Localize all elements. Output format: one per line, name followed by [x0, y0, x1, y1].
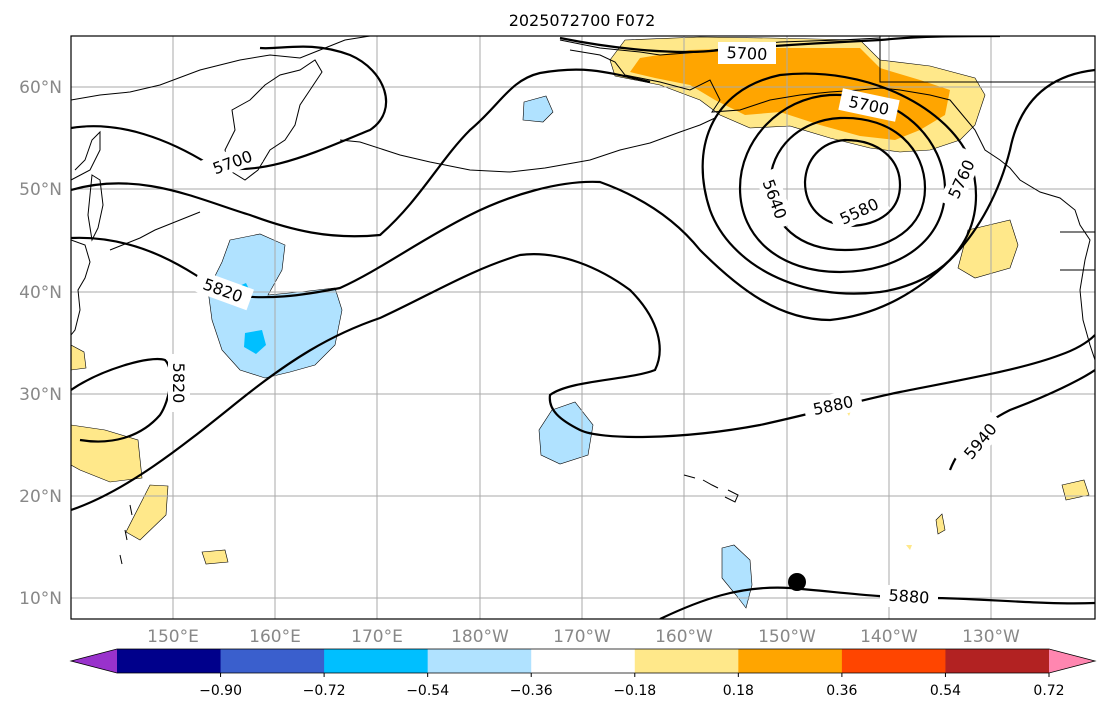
lat-label-10n: 10°N [19, 589, 62, 609]
colorbar-tick-label-5: 0.18 [723, 683, 754, 699]
longitude-labels: 150°E 160°E 170°E 180°W 170°W 160°W 150°… [147, 627, 1020, 647]
lat-label-20n: 20°N [19, 487, 62, 507]
negative-anomaly-core-2 [244, 330, 266, 354]
lon-label-150e: 150°E [147, 627, 199, 647]
coastlines [71, 36, 1095, 565]
coast-marianas [119, 504, 133, 565]
positive-anomaly-small-2 [1061, 479, 1090, 501]
colorbar-tick-label-7: 0.54 [930, 683, 961, 699]
lat-label-40n: 40°N [19, 283, 62, 303]
colorbar-tick-label-3: −0.36 [510, 683, 553, 699]
lat-label-30n: 30°N [19, 385, 62, 405]
shading-layer [71, 36, 1090, 609]
positive-anomaly-alaska-core [630, 48, 950, 140]
colorbar-swatch-2 [220, 649, 325, 673]
contour-label-5880-s: 5880 [888, 586, 930, 608]
colorbar-swatch-8 [841, 649, 946, 673]
lon-label-160w: 160°W [655, 627, 713, 647]
contour-5880 [71, 253, 1095, 512]
coast-aleutians [339, 117, 716, 173]
negative-anomaly-bering [522, 95, 554, 123]
border-us [1060, 231, 1095, 271]
coast-hawaii [683, 474, 739, 503]
contour-5880-south [659, 586, 1095, 619]
contour-5760-east [701, 72, 978, 295]
positive-anomaly-marianas [125, 484, 169, 541]
contour-label-5700-n: 5700 [726, 43, 768, 64]
colorbar-swatch-4 [427, 649, 532, 673]
lon-label-150w: 150°W [758, 627, 816, 647]
lon-label-170e: 170°E [351, 627, 403, 647]
lon-label-160e: 160°E [249, 627, 301, 647]
coast-siberia [71, 36, 371, 101]
coast-japan [71, 239, 91, 336]
colorbar-tick-label-8: 0.72 [1033, 683, 1064, 699]
contour-5700-north [559, 36, 1001, 54]
colorbar-swatch-0 [71, 649, 117, 673]
colorbar-swatch-6 [634, 649, 739, 673]
height-contours [71, 36, 1095, 619]
positive-anomaly-nw [957, 219, 1019, 279]
figure-title: 2025072700 F072 [509, 11, 656, 30]
contour-label-5700-w: 5700 [210, 147, 255, 179]
colorbar-swatch-5 [531, 649, 636, 673]
marker-circle [788, 573, 806, 591]
colorbar-swatch-9 [945, 649, 1050, 673]
lat-label-60n: 60°N [19, 78, 62, 98]
border-canada [879, 36, 1095, 83]
colorbar-tick-label-1: −0.72 [303, 683, 346, 699]
map-area [71, 36, 1095, 619]
colorbar: −0.90 −0.72 −0.54 −0.36 −0.18 0.18 0.36 0.54 0.7… [69, 648, 1097, 699]
coast-kurils [109, 211, 201, 251]
contour-label-5820-s: 5820 [169, 363, 188, 404]
contour-5820-west [71, 68, 1095, 322]
coast-kamchatka [224, 59, 323, 181]
colorbar-swatch-10 [1049, 649, 1095, 673]
gridlines [71, 36, 1095, 619]
negative-anomaly-central-pacific [538, 401, 594, 465]
lon-label-140w: 140°W [860, 627, 918, 647]
colorbar-swatch-1 [117, 649, 222, 673]
latitude-labels: 60°N 50°N 40°N 30°N 20°N 10°N [19, 78, 62, 609]
contour-5700-east [738, 93, 947, 274]
contour-5640 [768, 116, 927, 252]
coast-okhotsk [71, 130, 101, 181]
positive-anomaly-small-1 [201, 549, 229, 565]
positive-anomaly-west-small [71, 344, 87, 371]
colorbar-outline [69, 648, 1097, 674]
colorbar-tick-label-6: 0.36 [826, 683, 857, 699]
positive-anomaly-small-4 [906, 545, 912, 550]
negative-anomaly-south [721, 544, 753, 609]
positive-anomaly-west [71, 424, 143, 483]
colorbar-tick-label-2: −0.54 [406, 683, 449, 699]
positive-anomaly-small-3 [935, 513, 946, 535]
lon-label-170w: 170°W [553, 627, 611, 647]
colorbar-swatch-7 [738, 649, 843, 673]
lat-label-50n: 50°N [19, 180, 62, 200]
colorbar-tick-label-4: −0.18 [613, 683, 656, 699]
contour-5760-west [71, 68, 651, 238]
map-frame [70, 35, 1096, 620]
coast-alaska [569, 49, 1095, 361]
lon-label-130w: 130°W [962, 627, 1020, 647]
lon-label-180w: 180°W [451, 627, 509, 647]
colorbar-swatch-3 [324, 649, 429, 673]
contour-5700-west [71, 45, 388, 171]
colorbar-tick-label-0: −0.90 [199, 683, 242, 699]
